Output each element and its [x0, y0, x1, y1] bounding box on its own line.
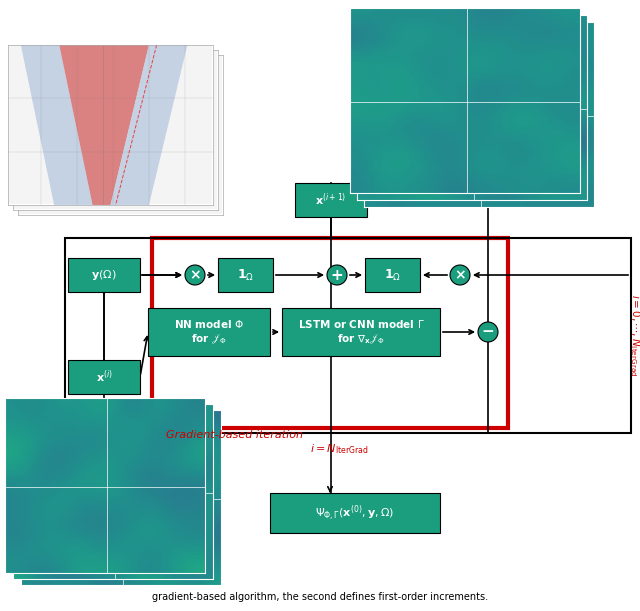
Text: $\mathbf{x}^{(i)}$: $\mathbf{x}^{(i)}$ [95, 368, 113, 386]
FancyBboxPatch shape [295, 183, 367, 217]
Text: LSTM or CNN model $\Gamma$
for $\nabla_{\mathbf{x}}\mathscr{J}_{\Phi}$: LSTM or CNN model $\Gamma$ for $\nabla_{… [298, 318, 424, 346]
Text: Gradient-based iteration: Gradient-based iteration [166, 430, 303, 440]
Text: ×: × [454, 268, 466, 282]
Text: ×: × [189, 268, 201, 282]
FancyBboxPatch shape [270, 493, 440, 533]
FancyBboxPatch shape [218, 258, 273, 292]
Text: $\mathbf{1}_{\Omega}$: $\mathbf{1}_{\Omega}$ [237, 268, 254, 282]
FancyBboxPatch shape [365, 258, 420, 292]
FancyBboxPatch shape [282, 308, 440, 356]
FancyBboxPatch shape [148, 308, 270, 356]
Text: $i = 0, \cdots, N_{\text{IterGrad}}$: $i = 0, \cdots, N_{\text{IterGrad}}$ [628, 294, 640, 376]
FancyBboxPatch shape [68, 360, 140, 394]
Text: $\mathbf{x}^{(i+1)}$: $\mathbf{x}^{(i+1)}$ [316, 192, 347, 208]
Circle shape [185, 265, 205, 285]
Text: +: + [331, 268, 344, 282]
Text: gradient-based algorithm, the second defines first-order increments.: gradient-based algorithm, the second def… [152, 592, 488, 602]
Text: NN model $\Phi$
for $\mathscr{J}_{\Phi}$: NN model $\Phi$ for $\mathscr{J}_{\Phi}$ [174, 318, 244, 346]
FancyBboxPatch shape [68, 258, 140, 292]
Text: $i = N_{\text{IterGrad}}$: $i = N_{\text{IterGrad}}$ [310, 442, 369, 456]
Circle shape [450, 265, 470, 285]
Circle shape [327, 265, 347, 285]
Text: $\mathbf{y}(\Omega)$: $\mathbf{y}(\Omega)$ [92, 268, 116, 282]
Text: $\Psi_{\Phi,\Gamma}(\mathbf{x}^{(0)}, \mathbf{y}, \Omega)$: $\Psi_{\Phi,\Gamma}(\mathbf{x}^{(0)}, \m… [316, 503, 395, 523]
Text: $\mathbf{1}_{\Omega}$: $\mathbf{1}_{\Omega}$ [384, 268, 401, 282]
Text: −: − [482, 324, 494, 340]
Circle shape [478, 322, 498, 342]
